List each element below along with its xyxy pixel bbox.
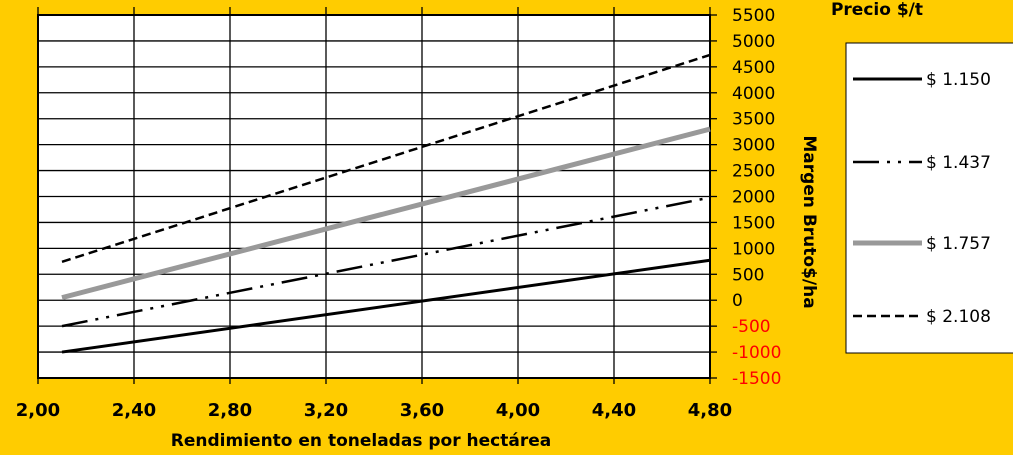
y-tick-label: 5000: [732, 32, 775, 52]
x-tick-label: 3,20: [304, 400, 348, 421]
series-line-3: [61, 126, 711, 301]
y-tick-label: -1000: [732, 343, 781, 363]
x-tick-label: 3,60: [400, 400, 444, 421]
y-tick-label: 3500: [732, 110, 775, 130]
legend-label-2: $ 1.437: [926, 153, 991, 173]
y-tick-label: 1000: [732, 239, 775, 259]
legend-title: Precio $/t: [831, 0, 923, 20]
y-tick-label: -1500: [732, 369, 781, 389]
legend-label-4: $ 2.108: [926, 307, 991, 327]
x-tick-label: 4,40: [592, 400, 636, 421]
x-axis-label: Rendimiento en toneladas por hectárea: [171, 431, 551, 451]
x-tick-label: 4,00: [496, 400, 540, 421]
legend-label-3: $ 1.757: [926, 234, 991, 254]
y-tick-label: 4500: [732, 58, 775, 78]
x-axis-ticks: 2,00 2,40 2,80 3,20 3,60 4,00 4,40 4,80: [16, 400, 732, 421]
x-tick-label: 4,80: [688, 400, 732, 421]
y-tick-label: 1500: [732, 213, 775, 233]
x-tick-label: 2,00: [16, 400, 60, 421]
x-tick-label: 2,40: [112, 400, 156, 421]
y-tick-label: 0: [732, 291, 743, 311]
y-tick-label: 4000: [732, 84, 775, 104]
y-tick-label: 500: [732, 265, 764, 285]
legend: $ 1.150 $ 1.437 $ 1.757 $ 2.108: [845, 42, 1013, 354]
series-line-1: [61, 258, 711, 354]
y-tick-label: 2000: [732, 188, 775, 208]
series-lines: [61, 53, 711, 354]
x-tick-label: 2,80: [208, 400, 252, 421]
y-tick-label: -500: [732, 317, 771, 337]
legend-box: [845, 42, 1013, 354]
series-line-4: [61, 53, 711, 264]
y-tick-label: 3000: [732, 136, 775, 156]
y-tick-label: 2500: [732, 162, 775, 182]
y-axis-ticks: 5500500045004000350030002500200015001000…: [732, 6, 781, 389]
y-tick-label: 5500: [732, 6, 775, 26]
series-line-2: [61, 196, 711, 328]
y-axis-label: Margen Bruto$/ha: [799, 135, 819, 308]
legend-label-1: $ 1.150: [926, 70, 991, 90]
